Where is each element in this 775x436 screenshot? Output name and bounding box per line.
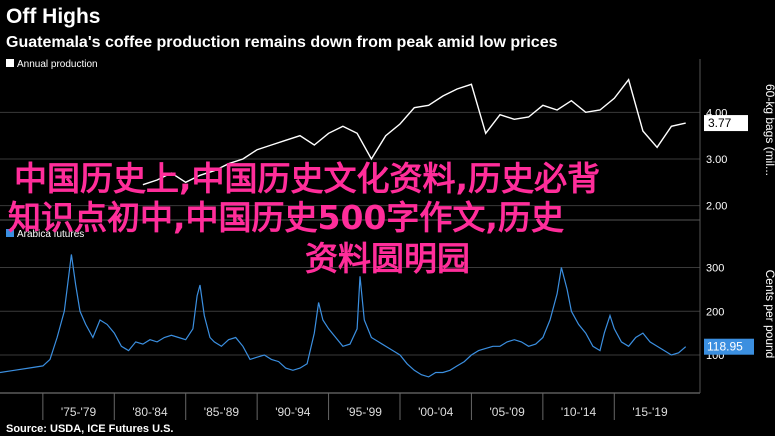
y-tick-label: 200 <box>706 306 724 318</box>
legend-label-futures: Arabica futures <box>17 229 84 240</box>
legend-swatch-production <box>6 59 14 67</box>
legend-swatch-futures <box>6 229 14 237</box>
top-gridlines <box>0 111 700 207</box>
top-y-axis-label: 60-kg bags (mil... <box>763 84 775 176</box>
futures-last-value: 118.95 <box>707 340 743 354</box>
x-tick-label: '05-'09 <box>490 405 526 419</box>
y-tick-label: 3.00 <box>706 154 727 166</box>
x-tick-label: '80-'84 <box>132 405 168 419</box>
x-tick-label: '75-'79 <box>61 405 97 419</box>
x-tick-label: '90-'94 <box>275 405 311 419</box>
futures-last-value-badge <box>704 338 754 355</box>
x-tick-labels: '75-'79 '80-'84 '85-'89 '90-'94 '95-'99 '00-'… <box>42 393 668 420</box>
y-tick-label: 300 <box>706 263 724 275</box>
production-last-value-badge <box>704 115 748 132</box>
bottom-y-axis-label: Cents per pound <box>763 270 775 359</box>
futures-series-line <box>0 254 687 378</box>
x-tick-label: '00-'04 <box>418 405 454 419</box>
x-tick-label: '10-'14 <box>561 405 597 419</box>
source-note: Source: USDA, ICE Futures U.S. <box>6 423 173 435</box>
bottom-gridlines <box>0 267 700 356</box>
legend-label-production: Annual production <box>17 59 98 70</box>
chart-headline: Guatemala's coffee production remains do… <box>6 34 558 51</box>
chart-kicker: Off Highs <box>6 5 101 28</box>
y-tick-label: 2.00 <box>706 201 727 213</box>
x-tick-label: '85-'89 <box>204 405 240 419</box>
x-tick-label: '15-'19 <box>632 405 668 419</box>
top-panel: Annual production 2.003.004.00 3.77 60-k… <box>0 59 775 213</box>
production-last-value: 3.77 <box>708 116 732 130</box>
x-tick-label: '95-'99 <box>347 405 383 419</box>
production-series-line <box>142 78 686 186</box>
